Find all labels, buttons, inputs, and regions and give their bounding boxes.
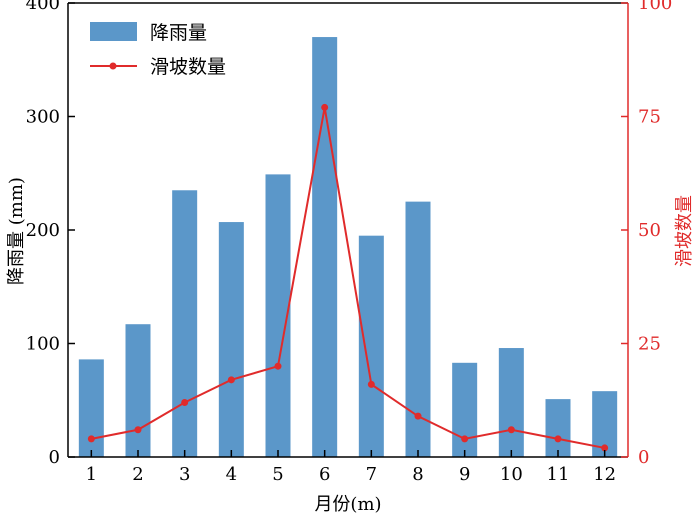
y-left-tick-label-300: 300: [26, 107, 60, 128]
bar-2: [125, 324, 151, 457]
y-right-tick-label-100: 100: [638, 0, 672, 14]
x-tick-label-5: 5: [272, 464, 283, 485]
line-layer: [87, 103, 609, 452]
point-8: [414, 412, 422, 420]
bar-10: [498, 348, 524, 457]
point-1: [87, 435, 95, 443]
point-4: [227, 376, 235, 384]
x-tick-label-2: 2: [132, 464, 143, 485]
bar-7: [358, 235, 384, 457]
x-tick-label-6: 6: [319, 464, 330, 485]
x-axis-label: 月份(m): [314, 494, 381, 515]
y-left-tick-label-100: 100: [26, 334, 60, 355]
point-12: [601, 444, 609, 452]
point-2: [134, 426, 142, 434]
point-6: [321, 103, 329, 111]
y-right-tick-label-0: 0: [638, 447, 649, 468]
legend-bar-label: 降雨量: [150, 22, 207, 44]
y-right-tick-label-50: 50: [638, 220, 661, 241]
point-5: [274, 362, 282, 370]
x-tick-label-9: 9: [459, 464, 470, 485]
point-10: [507, 426, 515, 434]
x-tick-label-10: 10: [500, 464, 523, 485]
x-tick-label-11: 11: [547, 464, 570, 485]
y-left-tick-label-0: 0: [49, 447, 60, 468]
bar-9: [452, 362, 478, 457]
y-right-tick-label-75: 75: [638, 107, 661, 128]
point-11: [554, 435, 562, 443]
x-tick-label-3: 3: [179, 464, 190, 485]
x-tick-label-4: 4: [226, 464, 237, 485]
bar-6: [312, 37, 338, 458]
y-left-tick-label-400: 400: [26, 0, 60, 14]
legend-line-marker: [109, 62, 117, 70]
bar-1: [78, 359, 104, 457]
point-3: [181, 399, 189, 407]
y-right-axis-label: 滑坡数量: [674, 195, 695, 267]
y-right-tick-label-25: 25: [638, 334, 661, 355]
bar-11: [545, 399, 571, 457]
legend-bar-swatch: [90, 22, 137, 41]
bar-3: [172, 190, 198, 457]
x-tick-label-7: 7: [366, 464, 377, 485]
point-9: [461, 435, 469, 443]
landslide-line: [91, 107, 605, 449]
legend: 降雨量 滑坡数量: [90, 22, 226, 78]
y-left-tick-label-200: 200: [26, 220, 60, 241]
point-7: [367, 380, 375, 388]
bar-4: [218, 222, 244, 457]
x-tick-label-8: 8: [412, 464, 423, 485]
legend-line-label: 滑坡数量: [150, 56, 226, 78]
x-tick-label-1: 1: [86, 464, 97, 485]
x-tick-label-12: 12: [593, 464, 616, 485]
y-left-axis-label: 降雨量 (mm): [6, 177, 27, 285]
